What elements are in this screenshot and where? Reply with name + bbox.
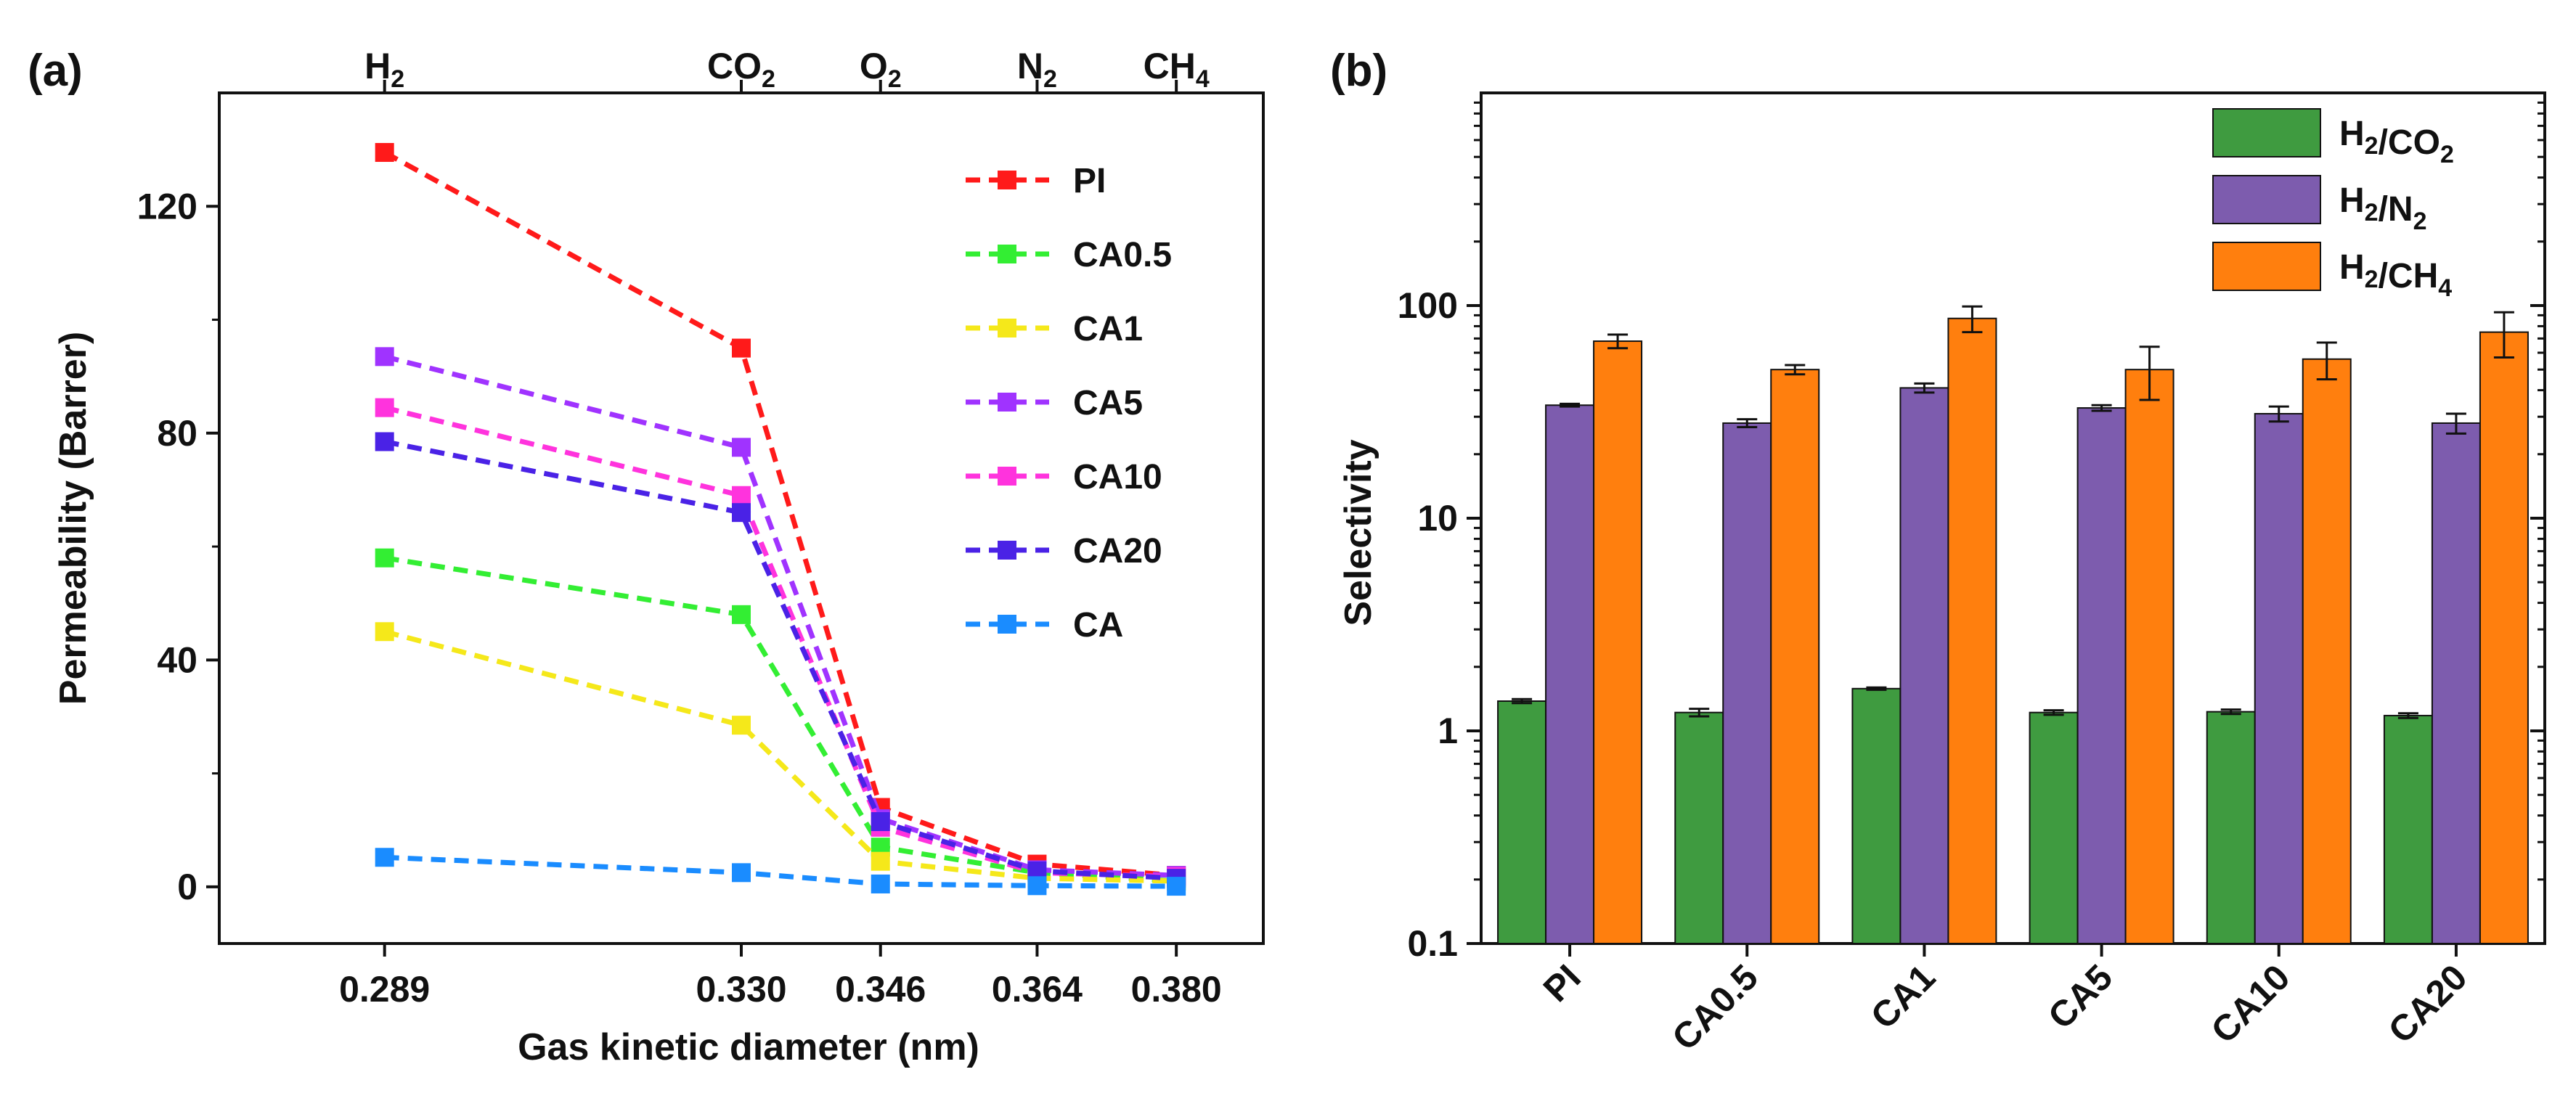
data-point-CA5 [732, 438, 751, 457]
permeability-line-chart: 0.289 H2 0.330 CO2 0.346 O2 0.364 N2 0.380 CH4 0 40… [52, 46, 1265, 1068]
x-tick-label: PI [1536, 957, 1589, 1010]
legend-marker-CA0.5 [998, 245, 1016, 263]
data-point-CA20 [375, 432, 394, 451]
legend-swatch-H2/CH4 [2212, 242, 2321, 291]
bar-H2/CO2-PI [1497, 700, 1547, 944]
legend-swatch-H2/N2 [2212, 175, 2321, 224]
y-tick-label: 10 [1417, 498, 1458, 539]
bar-H2/CH4-CA20 [2479, 331, 2529, 944]
bar-H2/CH4-CA0.5 [1770, 369, 1820, 944]
top-axis-gas-label: N2 [1017, 46, 1057, 93]
x-tick-label: CA5 [2040, 957, 2120, 1036]
bar-H2/CO2-CA20 [2383, 714, 2433, 945]
x-tick-label: CA20 [2381, 957, 2475, 1051]
top-axis-gas-label: O2 [860, 46, 902, 93]
x-axis-label: Gas kinetic diameter (nm) [518, 1026, 979, 1068]
x-tick-label: 0.346 [835, 969, 926, 1010]
bar-H2/CH4-CA1 [1947, 317, 1997, 944]
selectivity-bar-chart: 0.1 1 10 100 Selectivity PI CA0.5 CA1 CA5 CA10 CA2… [1337, 91, 2546, 1058]
bar-H2/N2-PI [1545, 404, 1595, 944]
bar-H2/N2-CA10 [2254, 413, 2304, 944]
data-point-CA10 [732, 486, 751, 505]
x-tick-label: 0.330 [696, 969, 786, 1010]
bar-H2/CH4-CA5 [2124, 369, 2174, 944]
data-point-CA [1027, 876, 1047, 896]
legend-label-PI: PI [1073, 162, 1106, 200]
data-point-CA [732, 863, 751, 883]
bar-H2/N2-CA5 [2076, 407, 2127, 944]
legend-label-CA: CA [1073, 606, 1123, 644]
y-tick-label: 40 [157, 639, 197, 680]
legend-label-CA10: CA10 [1073, 458, 1162, 496]
panel-a-label: (a) [28, 46, 83, 96]
legend-label-H2/CH4: H2/CH4 [2339, 248, 2452, 302]
legend-label-H2/N2: H2/N2 [2339, 181, 2427, 235]
y-tick-label: 1 [1438, 711, 1458, 751]
x-tick-label: 0.289 [339, 969, 430, 1010]
data-point-CA [375, 848, 394, 867]
legend-marker-PI [998, 171, 1016, 189]
bar-H2/N2-CA20 [2431, 422, 2481, 944]
y-axis-label: Selectivity [1337, 439, 1379, 626]
y-tick-label: 100 [1398, 285, 1458, 326]
bar-H2/CO2-CA0.5 [1674, 711, 1724, 945]
legend-marker-CA5 [998, 393, 1016, 412]
series-line-CA1 [383, 629, 1177, 884]
bar-H2/N2-CA0.5 [1722, 422, 1772, 944]
series-line-CA20 [384, 439, 1177, 881]
legend-swatch-H2/CO2 [2212, 108, 2321, 157]
legend-marker-CA20 [998, 541, 1016, 560]
data-point-CA20 [871, 812, 890, 832]
data-point-PI [375, 143, 394, 163]
top-axis-gas-label: CH4 [1144, 46, 1210, 93]
y-axis-label: Permeability (Barrer) [52, 332, 94, 705]
data-point-CA20 [732, 503, 751, 523]
bar-H2/CO2-CA5 [2029, 711, 2079, 945]
legend-label-H2/CO2: H2/CO2 [2339, 115, 2454, 168]
data-point-CA5 [375, 347, 394, 367]
legend-marker-CA [998, 615, 1016, 634]
series-line-CA0.5 [384, 555, 1177, 884]
legend-label-CA5: CA5 [1073, 384, 1143, 422]
bar-H2/CH4-CA10 [2302, 358, 2352, 945]
data-point-CA [1167, 877, 1186, 896]
legend-label-CA20: CA20 [1073, 532, 1162, 570]
data-point-CA1 [871, 851, 890, 871]
x-tick-label: CA10 [2204, 957, 2298, 1051]
bar-H2/CO2-CA10 [2206, 711, 2256, 944]
legend-label-CA1: CA1 [1073, 310, 1143, 348]
legend-label-CA0.5: CA0.5 [1073, 236, 1172, 274]
top-axis-gas-label: CO2 [707, 46, 775, 93]
legend-marker-CA10 [998, 467, 1016, 486]
data-point-CA1 [375, 622, 394, 642]
x-tick-label: CA0.5 [1664, 957, 1766, 1058]
x-tick-label: 0.364 [992, 969, 1083, 1010]
bar-H2/N2-CA1 [1899, 387, 1949, 944]
panel-b-label: (b) [1330, 46, 1387, 96]
data-point-CA1 [732, 716, 751, 735]
bar-H2/CO2-CA1 [1851, 687, 1902, 944]
top-axis-gas-label: H2 [364, 46, 404, 93]
x-tick-label: 0.380 [1131, 969, 1222, 1010]
y-tick-label: 120 [137, 186, 197, 226]
data-point-CA10 [375, 398, 394, 417]
bar-H2/CH4-PI [1593, 340, 1643, 944]
data-point-CA0.5 [732, 605, 751, 624]
data-point-PI [732, 338, 751, 358]
y-tick-label: 0.1 [1407, 923, 1458, 964]
data-point-CA [871, 874, 890, 893]
data-point-CA0.5 [375, 548, 394, 568]
x-tick-label: CA1 [1863, 957, 1943, 1036]
legend-marker-CA1 [998, 319, 1016, 337]
y-tick-label: 80 [157, 413, 197, 454]
y-tick-label: 0 [177, 867, 197, 907]
